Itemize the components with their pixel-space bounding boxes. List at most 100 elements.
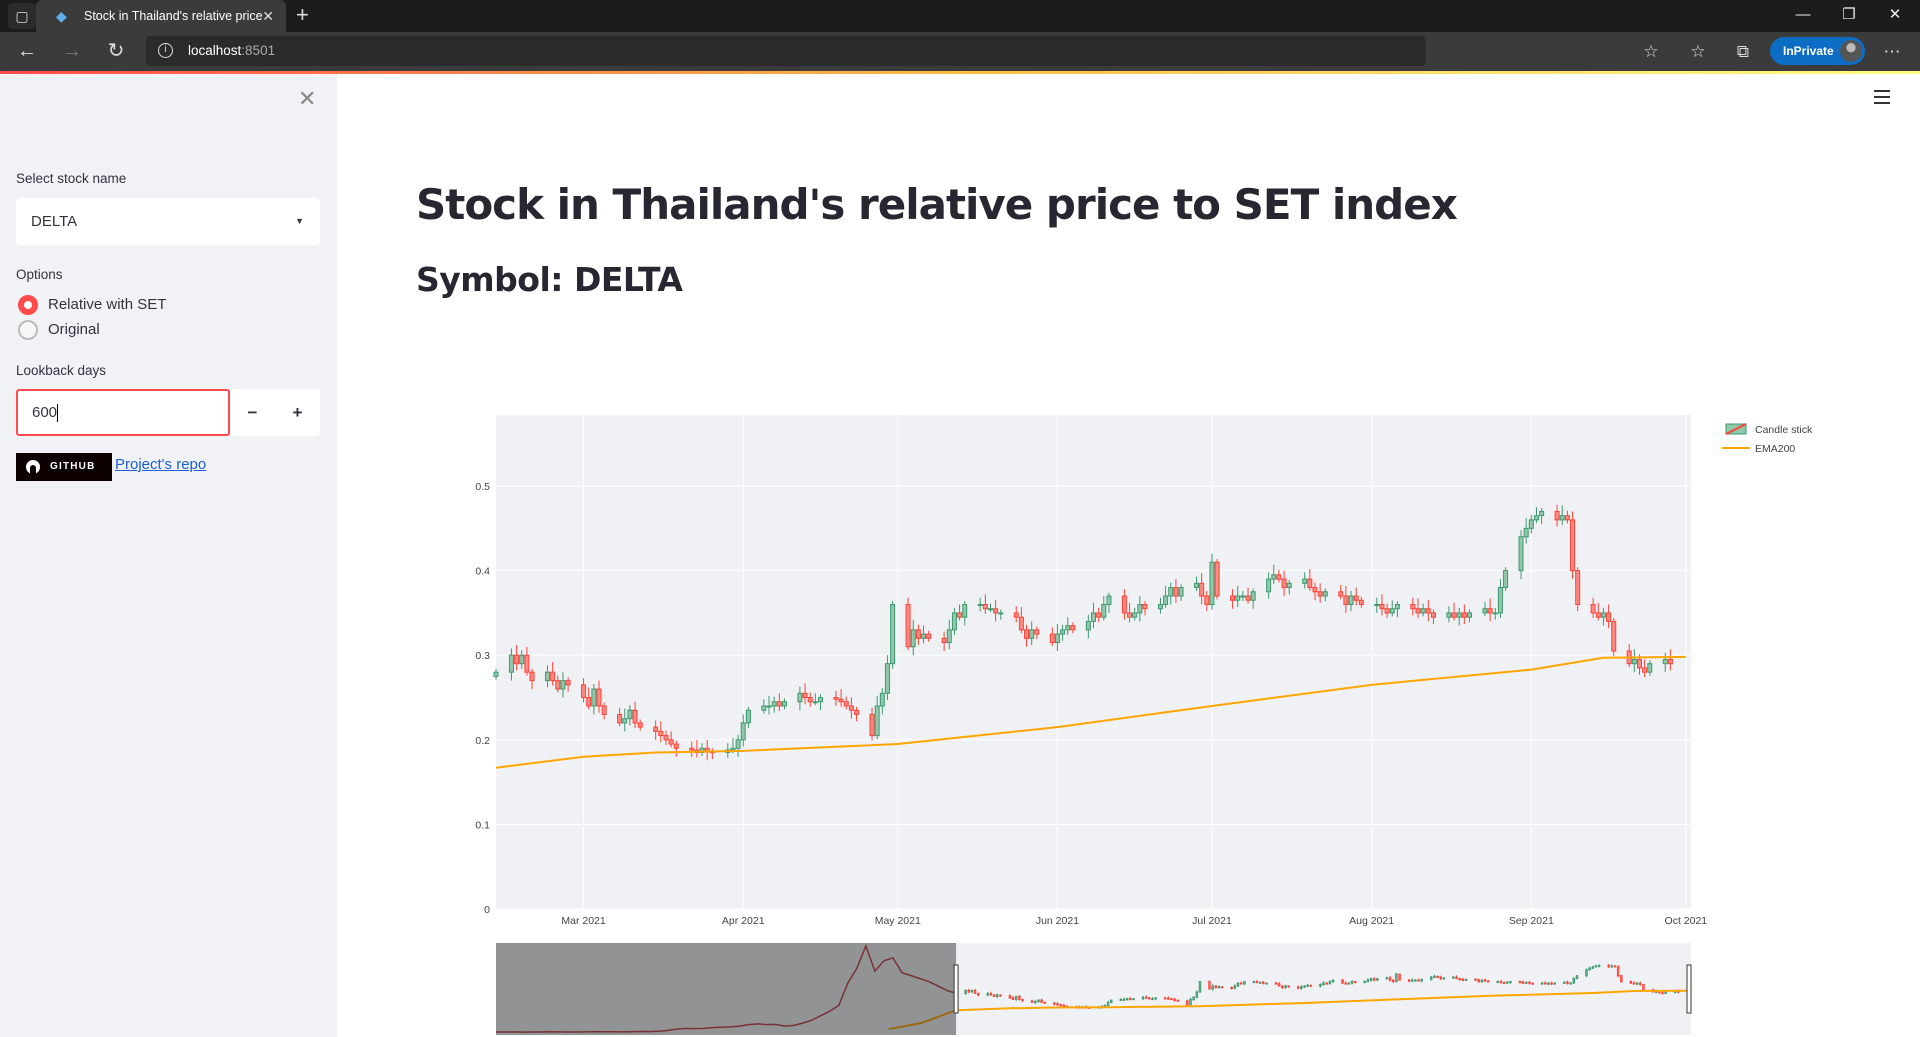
lookback-days-input[interactable]: 600 (16, 389, 230, 436)
y-tick-label: 0 (484, 904, 490, 916)
restore-icon[interactable]: ❐ (1842, 6, 1856, 23)
close-sidebar-icon[interactable]: ✕ (298, 86, 317, 111)
inprivate-profile-button[interactable]: InPrivate (1770, 37, 1865, 65)
candle-body (1142, 603, 1148, 610)
new-tab-icon[interactable]: + (296, 2, 309, 27)
candle-body (854, 709, 860, 715)
candle (1384, 603, 1390, 619)
url-input[interactable]: i localhost:8501 (146, 36, 1426, 66)
range-candle (1284, 984, 1287, 989)
candle-body (1407, 979, 1411, 982)
range-candle (1255, 979, 1259, 984)
site-info-icon[interactable]: i (158, 43, 173, 58)
candle (987, 603, 993, 613)
candle (1204, 590, 1210, 612)
candle-body (1173, 998, 1176, 1001)
hamburger-menu-icon[interactable] (1874, 90, 1890, 104)
candle (581, 678, 587, 703)
back-icon[interactable]: ← (17, 40, 37, 62)
candle-body (1662, 658, 1668, 665)
candle-body (1328, 981, 1332, 985)
range-handle[interactable] (1686, 964, 1692, 1014)
add-favorite-icon[interactable]: ☆ (1643, 42, 1659, 61)
project-repo-link[interactable]: Project's repo (115, 456, 207, 473)
minimize-icon[interactable]: — (1795, 6, 1811, 23)
candle-body (550, 671, 556, 682)
candle (1606, 604, 1612, 629)
github-badge[interactable]: GITHUB (16, 453, 112, 481)
candle-body (524, 654, 530, 673)
candle-body (1122, 998, 1126, 1001)
range-candle (1575, 975, 1579, 980)
candle-body (761, 705, 767, 711)
radio-original[interactable]: Original (18, 319, 100, 341)
candle-body (1461, 978, 1465, 981)
candle-body (1616, 966, 1620, 977)
candle (1240, 590, 1246, 602)
candle-body (1613, 965, 1617, 968)
range-candle (1480, 979, 1484, 983)
x-tick-label: Oct 2021 (1665, 915, 1708, 927)
x-tick-label: Jun 2021 (1036, 915, 1079, 927)
collections-icon[interactable]: ⧉ (1736, 42, 1750, 61)
radio-relative-with-set[interactable]: Relative with SET (18, 294, 166, 316)
stock-select[interactable]: DELTA ▼ (16, 198, 320, 245)
candle-body (1420, 608, 1426, 614)
candle-body (1262, 981, 1265, 984)
candle-body (926, 633, 932, 639)
range-candle (1464, 978, 1468, 981)
candle (1018, 607, 1024, 634)
candle (802, 683, 808, 705)
candle (1590, 597, 1596, 619)
candle-body (1281, 578, 1287, 589)
candle-body (586, 697, 592, 707)
url-port: :8501 (241, 43, 276, 58)
candle-body (1492, 612, 1498, 615)
candle-body (1566, 981, 1569, 984)
url-host: localhost (188, 43, 242, 58)
candle-body (1572, 978, 1576, 984)
decrement-button[interactable]: − (247, 403, 258, 422)
close-window-icon[interactable]: ✕ (1888, 6, 1902, 23)
candle (993, 600, 999, 622)
range-candle (1518, 980, 1522, 984)
candle (781, 698, 787, 710)
stock-select-value: DELTA (31, 213, 78, 230)
candle-body (591, 688, 597, 707)
range-candle (1509, 980, 1512, 984)
increment-button[interactable]: + (292, 403, 303, 422)
legend-label-ema200: EMA200 (1755, 443, 1795, 455)
candle-body (1569, 982, 1572, 985)
tab-actions-icon[interactable]: ▢ (8, 3, 36, 29)
range-candle (1167, 996, 1170, 1000)
forward-icon[interactable]: → (62, 40, 82, 62)
range-handle[interactable] (953, 964, 959, 1014)
range-candle (1106, 1000, 1110, 1007)
candle-body (658, 730, 664, 737)
candle (1451, 602, 1457, 621)
candle-body (884, 663, 890, 694)
candle (591, 683, 597, 715)
legend: Candle stick EMA200 (1722, 423, 1813, 455)
lookback-days-value: 600 (32, 404, 58, 421)
x-tick-label: Apr 2021 (722, 915, 765, 927)
favorites-icon[interactable]: ☆ (1690, 42, 1706, 61)
refresh-icon[interactable]: ↻ (107, 40, 125, 62)
candle (596, 680, 602, 713)
close-tab-icon[interactable]: ✕ (262, 8, 274, 24)
candle (1302, 572, 1308, 589)
candle-body (1274, 982, 1278, 985)
range-slider[interactable] (496, 943, 1692, 1035)
candle-body (781, 701, 787, 707)
candle-body (545, 671, 551, 682)
range-candle (1021, 998, 1024, 1002)
favicon-diamond-icon: ◆ (56, 8, 67, 24)
candle-body (1062, 1004, 1066, 1007)
candle (1389, 600, 1395, 617)
candle-body (1250, 591, 1256, 601)
candle-body (1553, 982, 1557, 985)
more-menu-icon[interactable]: ⋯ (1883, 42, 1901, 61)
browser-tab-active[interactable]: ◆ Stock in Thailand's relative price ✕ (36, 0, 286, 32)
candle-body (1661, 992, 1664, 995)
